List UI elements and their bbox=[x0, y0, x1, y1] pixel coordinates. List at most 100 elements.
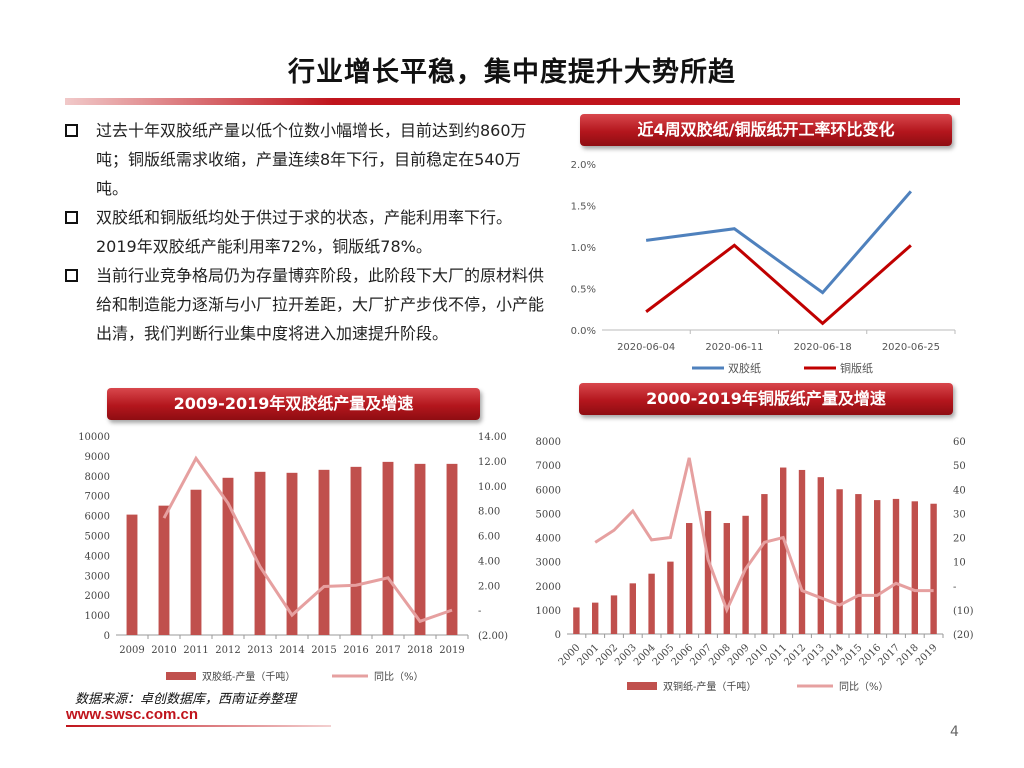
bar bbox=[911, 501, 918, 634]
left-y-tick-label: 3000 bbox=[85, 571, 110, 582]
x-tick-label: 2020-06-18 bbox=[794, 342, 852, 353]
right-y-tick-label: 2.00 bbox=[478, 581, 500, 592]
bar bbox=[723, 523, 730, 634]
data-source-note: 数据来源：卓创数据库，西南证券整理 bbox=[75, 692, 297, 707]
bar-chart-offset-paper: 0 1000 2000 3000 4000 5000 6000 7000 8000 9000 100… bbox=[78, 432, 508, 683]
bar bbox=[930, 503, 937, 634]
bar bbox=[667, 561, 674, 634]
right-y-tick-label: 10.00 bbox=[478, 482, 507, 493]
right-y-tick-label: 6.00 bbox=[478, 532, 500, 543]
left-y-tick-label: 3000 bbox=[536, 558, 561, 569]
y-tick-label: 2.0% bbox=[571, 160, 596, 171]
legend-swatch-bar bbox=[166, 672, 196, 680]
bar bbox=[318, 469, 330, 635]
y-tick-label: 0.0% bbox=[571, 326, 596, 337]
right-y-tick-label: 12.00 bbox=[478, 457, 507, 468]
bar bbox=[704, 510, 712, 634]
left-y-tick-label: 8000 bbox=[85, 472, 110, 483]
y-tick-label: 1.5% bbox=[571, 202, 596, 213]
checkbox-square-icon bbox=[65, 269, 78, 282]
chart3-title: 2000-2019年铜版纸产量及增速 bbox=[579, 383, 953, 415]
bullet-item: 当前行业竞争格局仍为存量博弈阶段，此阶段下大厂的原材料供给和制造能力逐渐与小厂拉… bbox=[62, 261, 552, 348]
right-y-tick-label: 20 bbox=[953, 534, 966, 545]
line-chart-operating-rate: 0.0% 0.5% 1.0% 1.5% 2.0% 2020-06-04 2020-06-11… bbox=[571, 160, 956, 375]
left-y-tick-label: 5000 bbox=[85, 532, 110, 543]
bullet-text: 双胶纸和铜版纸均处于供过于求的状态，产能利用率下行。2019年双胶纸产能利用率7… bbox=[96, 208, 513, 256]
bar bbox=[780, 467, 787, 634]
right-y-tick-label: - bbox=[478, 606, 481, 617]
chart1-title: 近4周双胶纸/铜版纸开工率环比变化 bbox=[580, 114, 952, 146]
title-underline-bar bbox=[65, 98, 960, 105]
checkbox-square-icon bbox=[65, 211, 78, 224]
bar bbox=[254, 471, 266, 635]
right-y-tick-label: 4.00 bbox=[478, 556, 500, 567]
left-y-tick-label: 6000 bbox=[536, 485, 561, 496]
site-underline bbox=[66, 725, 331, 727]
legend-label: 双胶纸 bbox=[728, 361, 761, 375]
bar bbox=[446, 463, 458, 635]
bar bbox=[892, 498, 900, 634]
growth-line bbox=[594, 457, 934, 614]
legend-label: 双铜纸-产量（千吨） bbox=[663, 680, 756, 693]
bar bbox=[610, 595, 618, 634]
bullet-item: 双胶纸和铜版纸均处于供过于求的状态，产能利用率下行。2019年双胶纸产能利用率7… bbox=[62, 203, 552, 261]
x-tick-label: 2018 bbox=[407, 645, 432, 656]
bar bbox=[629, 583, 636, 634]
right-y-tick-label: (20) bbox=[953, 630, 974, 641]
left-y-tick-label: 7000 bbox=[85, 492, 110, 503]
left-y-tick-label: 7000 bbox=[536, 461, 561, 472]
right-y-tick-label: 60 bbox=[953, 437, 966, 448]
x-tick-label: 2016 bbox=[343, 645, 368, 656]
left-y-tick-label: 10000 bbox=[78, 432, 110, 443]
bar bbox=[222, 477, 234, 635]
bar bbox=[686, 523, 693, 634]
left-y-tick-label: 2000 bbox=[536, 582, 561, 593]
y-tick-label: 0.5% bbox=[571, 285, 596, 296]
right-y-tick-label: 30 bbox=[953, 509, 966, 520]
x-tick-label: 2017 bbox=[375, 645, 400, 656]
right-y-tick-label: 50 bbox=[953, 461, 966, 472]
bar bbox=[158, 505, 170, 635]
left-y-tick-label: 0 bbox=[555, 630, 561, 641]
left-y-tick-label: 4000 bbox=[536, 534, 561, 545]
right-y-tick-label: (10) bbox=[953, 606, 974, 617]
x-tick-label: 2009 bbox=[119, 645, 144, 656]
checkbox-square-icon bbox=[65, 124, 78, 137]
x-tick-label: 2020-06-25 bbox=[882, 342, 940, 353]
x-tick-label: 2010 bbox=[151, 645, 176, 656]
x-tick-label: 2020-06-11 bbox=[705, 342, 763, 353]
series-line-0 bbox=[645, 190, 913, 295]
bar bbox=[836, 489, 843, 634]
bar bbox=[286, 472, 298, 635]
left-y-tick-label: 8000 bbox=[536, 437, 561, 448]
growth-line bbox=[162, 455, 453, 624]
page-number: 4 bbox=[950, 724, 959, 740]
y-tick-label: 1.0% bbox=[571, 243, 596, 254]
left-y-tick-label: 2000 bbox=[85, 591, 110, 602]
bar bbox=[382, 461, 394, 635]
x-tick-label: 2020-06-04 bbox=[617, 342, 675, 353]
bullet-item: 过去十年双胶纸产量以低个位数小幅增长，目前达到约860万吨；铜版纸需求收缩，产量… bbox=[62, 116, 552, 203]
left-y-tick-label: 1000 bbox=[536, 606, 561, 617]
right-y-tick-label: - bbox=[953, 582, 956, 593]
bar bbox=[798, 469, 806, 634]
legend-swatch-bar bbox=[627, 682, 657, 690]
bar-chart-coated-paper: 0 1000 2000 3000 4000 5000 6000 7000 8000 (20) (10… bbox=[536, 437, 974, 693]
bar bbox=[573, 607, 580, 634]
bar bbox=[190, 489, 202, 635]
legend-label: 双胶纸-产量（千吨） bbox=[202, 670, 295, 683]
bar bbox=[742, 515, 749, 634]
bar bbox=[350, 466, 362, 635]
bar bbox=[592, 602, 599, 634]
left-y-tick-label: 4000 bbox=[85, 551, 110, 562]
bar bbox=[817, 477, 824, 634]
bar bbox=[855, 494, 862, 634]
website-link[interactable]: www.swsc.com.cn bbox=[66, 706, 198, 723]
bullet-text: 过去十年双胶纸产量以低个位数小幅增长，目前达到约860万吨；铜版纸需求收缩，产量… bbox=[96, 121, 527, 198]
legend-label: 铜版纸 bbox=[840, 361, 873, 375]
x-tick-label: 2014 bbox=[279, 645, 304, 656]
x-tick-label: 2013 bbox=[247, 645, 272, 656]
legend-label: 同比（%） bbox=[839, 681, 889, 693]
right-y-tick-label: 10 bbox=[953, 558, 966, 569]
bar bbox=[648, 573, 655, 634]
